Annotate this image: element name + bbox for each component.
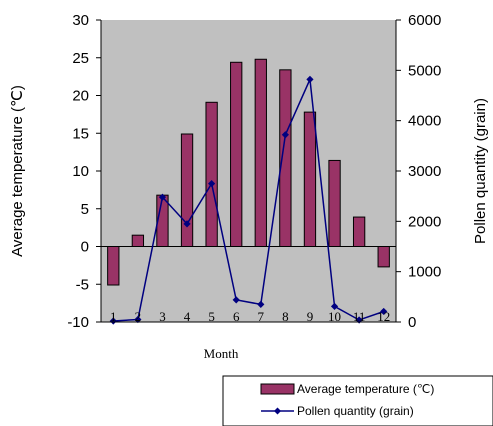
temperature-bar — [156, 194, 169, 248]
y2-tick-label: 2000 — [408, 213, 441, 230]
y-tick-label: -5 — [76, 276, 89, 293]
y-tick-label: 10 — [72, 163, 89, 180]
plot-area — [101, 20, 396, 322]
y2-tick-label: 5000 — [408, 62, 441, 79]
temperature-bar — [180, 133, 194, 247]
y2-tick-label: 3000 — [408, 163, 441, 180]
pollen-point — [183, 220, 191, 228]
pollen-point — [208, 179, 216, 188]
legend-label-pollen: Pollen quantity (grain) — [297, 404, 414, 418]
pollen-point — [257, 300, 265, 308]
month-tick-label: 11 — [353, 309, 366, 324]
y-axis-title: Average temperature (℃) — [9, 85, 26, 257]
month-tick-label: 4 — [184, 309, 191, 324]
temperature-bar — [352, 216, 366, 247]
y-tick-label: -10 — [67, 314, 89, 331]
y2-tick-label: 0 — [408, 314, 416, 331]
bars-layer — [107, 58, 390, 286]
temperature-bar — [303, 111, 317, 247]
month-tick-label: 3 — [159, 309, 166, 324]
month-tick-label: 6 — [233, 309, 240, 324]
y2-tick-label: 6000 — [408, 12, 441, 29]
month-tick-label: 1 — [110, 309, 117, 324]
legend-marker-pollen — [274, 407, 281, 415]
legend-swatch-temperature — [260, 383, 295, 395]
ticks-layer: -10-505101520253001000200030004000500060… — [67, 12, 441, 331]
y-tick-label: 15 — [72, 125, 89, 142]
temperature-bar — [328, 159, 341, 247]
month-tick-label: 5 — [208, 309, 215, 324]
pollen-point — [306, 75, 314, 83]
legend-label-temperature: Average temperature (℃) — [297, 382, 434, 396]
pollen-point — [232, 296, 240, 304]
month-tick-label: 7 — [258, 309, 265, 324]
y2-tick-label: 4000 — [408, 113, 441, 130]
month-tick-label: 12 — [377, 309, 390, 324]
pollen-point — [330, 302, 339, 310]
month-tick-label: 9 — [307, 309, 314, 324]
month-tick-label: 2 — [135, 309, 142, 324]
y2-tick-label: 1000 — [408, 264, 441, 281]
temperature-bar — [230, 61, 243, 247]
month-tick-label: 8 — [282, 309, 289, 324]
temperature-bar — [205, 101, 218, 248]
pollen-point — [109, 317, 117, 325]
pollen-point — [158, 193, 167, 201]
y2-axis-title: Pollen quantity (grain) — [472, 98, 489, 244]
temperature-bar — [131, 234, 145, 247]
line-layer — [109, 75, 388, 325]
y-tick-label: 30 — [72, 12, 89, 29]
pollen-point — [281, 131, 289, 139]
temperature-bar — [254, 58, 267, 248]
temperature-bar — [107, 246, 120, 286]
pollen-series-line — [113, 76, 384, 322]
temperature-bar — [377, 246, 390, 268]
y-tick-label: 25 — [72, 50, 89, 67]
month-tick-label: 10 — [328, 309, 341, 324]
y-tick-label: 20 — [72, 88, 89, 105]
y-tick-label: 0 — [81, 239, 89, 256]
pollen-point — [134, 315, 142, 324]
x-axis-title: Month — [204, 346, 239, 361]
y-tick-label: 5 — [81, 201, 89, 218]
pollen-point — [380, 307, 388, 316]
legend: Average temperature (℃) Pollen quantity … — [222, 375, 493, 426]
